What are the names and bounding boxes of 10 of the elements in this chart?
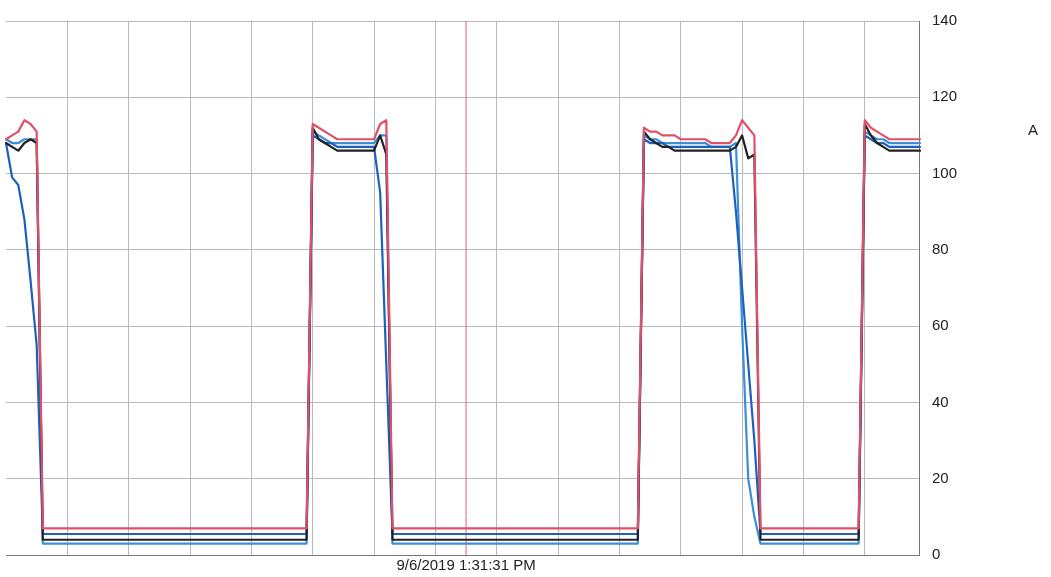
y-tick-label: 0 <box>931 545 941 563</box>
x-tick-label: 9/6/2019 1:31:31 PM <box>396 556 536 574</box>
y-tick-label: 140 <box>931 11 957 29</box>
y-tick-label: 60 <box>931 316 949 334</box>
y-tick-label: 120 <box>931 87 957 105</box>
y-tick-label: 100 <box>931 163 957 181</box>
y-tick-label: 20 <box>931 468 949 486</box>
y-axis-title: A <box>1027 121 1038 139</box>
y-tick-label: 80 <box>931 240 949 257</box>
y-tick-label: 40 <box>931 392 949 410</box>
